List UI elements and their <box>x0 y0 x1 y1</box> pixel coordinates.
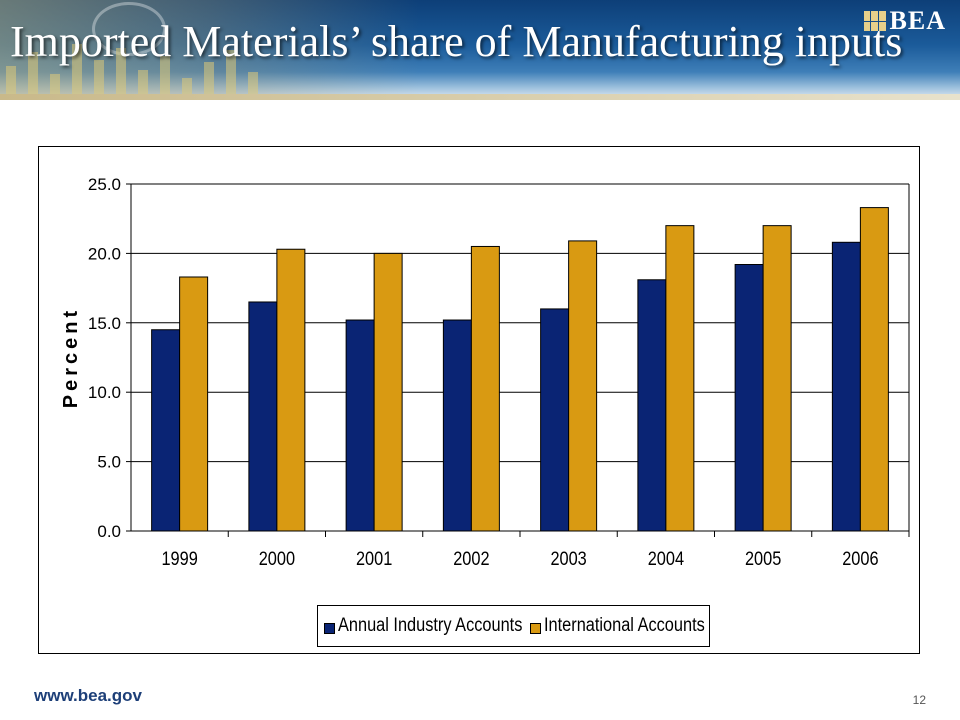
slide-number: 12 <box>912 693 926 707</box>
legend-label: Annual Industry Accounts <box>338 615 523 636</box>
bar-annual-industry-2005 <box>734 264 764 532</box>
x-tick-label: 2001 <box>356 548 392 569</box>
legend-entry-annual-industry: Annual Industry Accounts <box>324 615 522 637</box>
bar-international-2006 <box>859 207 889 532</box>
legend-swatch <box>324 622 335 634</box>
x-tick-label: 2000 <box>259 548 295 569</box>
bar-international-2004 <box>665 225 695 532</box>
y-tick-label: 10.0 <box>88 383 121 402</box>
seal-icon <box>92 2 166 56</box>
site-url[interactable]: www.bea.gov <box>34 686 143 705</box>
bar-international-2005 <box>762 225 792 532</box>
bar-international-2003 <box>568 240 598 532</box>
chart-area: 0.0 5.0 10.0 15.0 20.0 25.0 Percent 1999 2000 200… <box>38 146 920 654</box>
bar-annual-industry-2003 <box>540 308 570 532</box>
y-axis-label: Percent <box>60 307 82 408</box>
bar-international-1999 <box>179 276 209 532</box>
bar-annual-industry-2004 <box>637 279 667 532</box>
bea-logo-icon <box>863 11 886 31</box>
bar-annual-industry-2000 <box>248 301 278 532</box>
y-tick-label: 5.0 <box>97 453 121 472</box>
x-tick-label: 2002 <box>453 548 489 569</box>
bar-annual-industry-2006 <box>831 241 861 532</box>
bea-logo-text: BEA <box>889 6 946 35</box>
legend-entry-international: International Accounts <box>530 615 705 637</box>
bar-annual-industry-2002 <box>442 319 472 532</box>
bar-international-2000 <box>276 248 306 532</box>
banner-edge <box>0 94 960 100</box>
x-tick-label: 1999 <box>161 548 197 569</box>
bar-international-2002 <box>470 245 500 532</box>
bea-logo: BEA <box>863 6 946 36</box>
y-tick-label: 15.0 <box>88 314 121 333</box>
x-tick-label: 2004 <box>648 548 684 569</box>
bar-annual-industry-2001 <box>345 319 375 532</box>
y-tick-label: 0.0 <box>97 522 121 541</box>
x-tick-label: 2003 <box>550 548 586 569</box>
y-tick-label: 25.0 <box>88 175 121 194</box>
bar-international-2001 <box>373 252 403 532</box>
bar-chart: 0.0 5.0 10.0 15.0 20.0 25.0 Percent 1999 2000 200… <box>60 175 910 569</box>
bar-decoration-icon <box>0 40 306 100</box>
slide-title: Imported Materials’ share of Manufacturi… <box>10 17 903 66</box>
legend-swatch <box>530 622 542 634</box>
x-tick-label: 2005 <box>745 548 781 569</box>
x-tick-label: 2006 <box>842 548 878 569</box>
header-banner: Imported Materials’ share of Manufacturi… <box>0 0 960 100</box>
chart-legend: Annual Industry Accounts International Ac… <box>317 605 711 647</box>
legend-label: International Accounts <box>544 615 706 636</box>
bar-annual-industry-1999 <box>151 329 181 532</box>
y-tick-label: 20.0 <box>88 244 121 263</box>
